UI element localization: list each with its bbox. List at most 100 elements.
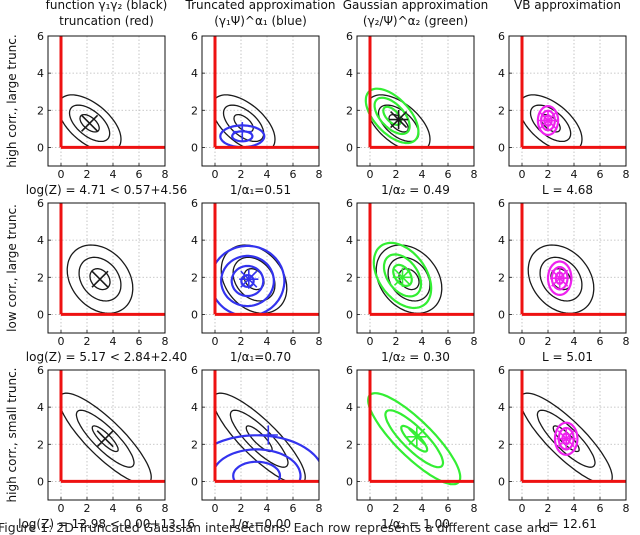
green-contour <box>372 241 433 310</box>
x-tick-label: 6 <box>597 502 604 515</box>
axes-box <box>201 202 320 334</box>
y-tick-label: 2 <box>191 271 198 284</box>
black-contour <box>78 256 122 302</box>
y-tick-label: 0 <box>346 475 353 488</box>
x-tick-label: 2 <box>84 335 91 348</box>
column-titles: function γ₁γ₂ (black) truncation (red) Tru… <box>46 0 621 28</box>
panel-r1-c3: 0 2 4 6 8 0 2 4 6 1/α₂ = 0.49 <box>346 30 478 197</box>
y-tick-label: 0 <box>191 475 198 488</box>
mean-marker <box>258 425 278 445</box>
x-tick-label: 2 <box>238 168 245 181</box>
x-tick-label: 6 <box>445 335 452 348</box>
x-tick-label: 0 <box>212 335 219 348</box>
x-tick-label: 4 <box>571 502 578 515</box>
x-tick-label: 8 <box>316 502 323 515</box>
column-title-line2: (γ₁Ψ)^α₁ (blue) <box>214 14 307 28</box>
x-tick-label: 8 <box>471 335 478 348</box>
x-tick-label: 0 <box>58 168 65 181</box>
panel-caption: log(Z) = 5.17 < 2.84+2.40 <box>26 350 187 364</box>
y-tick-label: 4 <box>346 401 353 414</box>
magenta-contour <box>546 260 573 296</box>
panel-caption: 1/α₂ = 0.49 <box>381 183 450 197</box>
panel-r3-c2: 0 2 4 6 8 0 2 4 6 1/α₁=0.00 <box>191 364 323 531</box>
y-tick-label: 0 <box>37 475 44 488</box>
x-tick-label: 2 <box>545 168 552 181</box>
x-tick-label: 6 <box>445 502 452 515</box>
y-tick-label: 2 <box>37 438 44 451</box>
y-tick-label: 6 <box>37 364 44 377</box>
x-tick-label: 2 <box>545 502 552 515</box>
x-tick-label: 0 <box>212 502 219 515</box>
contours <box>522 392 613 482</box>
row-labels: high corr., large trunc. low corr., large… <box>5 34 19 502</box>
axes-box <box>47 369 166 501</box>
y-tick-label: 6 <box>37 30 44 43</box>
blue-contour <box>232 460 282 482</box>
panel-caption: L = 4.68 <box>542 183 593 197</box>
y-tick-label: 6 <box>498 30 505 43</box>
y-tick-label: 2 <box>346 104 353 117</box>
x-tick-label: 0 <box>58 502 65 515</box>
x-tick-label: 2 <box>84 168 91 181</box>
x-tick-label: 4 <box>110 168 117 181</box>
black-contour <box>522 392 613 482</box>
axes-box <box>201 369 320 501</box>
panel-r2-c3: 0 2 4 6 8 0 2 4 6 1/α₂ = 0.30 <box>346 197 478 364</box>
x-tick-label: 2 <box>393 168 400 181</box>
black-contour <box>387 256 431 302</box>
green-contour <box>364 87 420 145</box>
y-tick-label: 6 <box>346 30 353 43</box>
black-contour <box>215 94 276 148</box>
figure-caption: Figure 1: 2D Truncated Gaussian intersec… <box>0 520 550 535</box>
x-tick-label: 6 <box>136 502 143 515</box>
black-contour <box>232 256 276 302</box>
contours <box>61 392 152 482</box>
y-tick-label: 6 <box>346 197 353 210</box>
x-tick-label: 8 <box>162 335 169 348</box>
x-tick-label: 6 <box>597 168 604 181</box>
panel-r1-c2: 0 2 4 6 8 0 2 4 6 1/α₁=0.51 <box>191 30 323 197</box>
x-tick-label: 6 <box>290 168 297 181</box>
panel-caption: 1/α₂ = 1.00 <box>381 517 450 531</box>
panel-r3-c3: 0 2 4 6 8 0 2 4 6 1/α₂ = 1.00 <box>346 364 478 531</box>
mean-marker <box>556 429 576 449</box>
x-tick-label: 6 <box>290 335 297 348</box>
x-tick-label: 0 <box>58 335 65 348</box>
x-tick-label: 8 <box>316 335 323 348</box>
x-tick-label: 4 <box>264 502 271 515</box>
x-tick-label: 4 <box>110 335 117 348</box>
x-tick-label: 6 <box>290 502 297 515</box>
y-tick-label: 0 <box>191 141 198 154</box>
y-tick-label: 6 <box>37 197 44 210</box>
panel-caption: 1/α₂ = 0.30 <box>381 350 450 364</box>
y-tick-label: 4 <box>498 401 505 414</box>
y-tick-label: 4 <box>498 234 505 247</box>
x-tick-label: 0 <box>367 502 374 515</box>
black-contour <box>75 409 135 468</box>
plot-area <box>48 36 165 166</box>
x-tick-label: 6 <box>445 168 452 181</box>
x-tick-label: 4 <box>264 168 271 181</box>
y-tick-label: 4 <box>37 401 44 414</box>
mean-marker <box>91 270 109 288</box>
black-contour <box>61 392 152 482</box>
black-contour <box>539 256 583 302</box>
black-contour <box>91 425 119 453</box>
blue-contour <box>215 434 319 463</box>
y-tick-label: 0 <box>498 308 505 321</box>
x-tick-label: 0 <box>519 502 526 515</box>
black-contour <box>89 268 111 291</box>
y-tick-label: 2 <box>498 271 505 284</box>
contours <box>61 94 122 148</box>
y-tick-label: 4 <box>191 67 198 80</box>
black-contour <box>377 104 420 143</box>
blue-contour <box>215 448 302 482</box>
green-contour <box>384 409 445 469</box>
black-contour <box>68 104 111 143</box>
y-tick-label: 0 <box>37 308 44 321</box>
blue-contour <box>240 274 255 288</box>
panel-caption: 1/α₁=0.51 <box>230 183 291 197</box>
